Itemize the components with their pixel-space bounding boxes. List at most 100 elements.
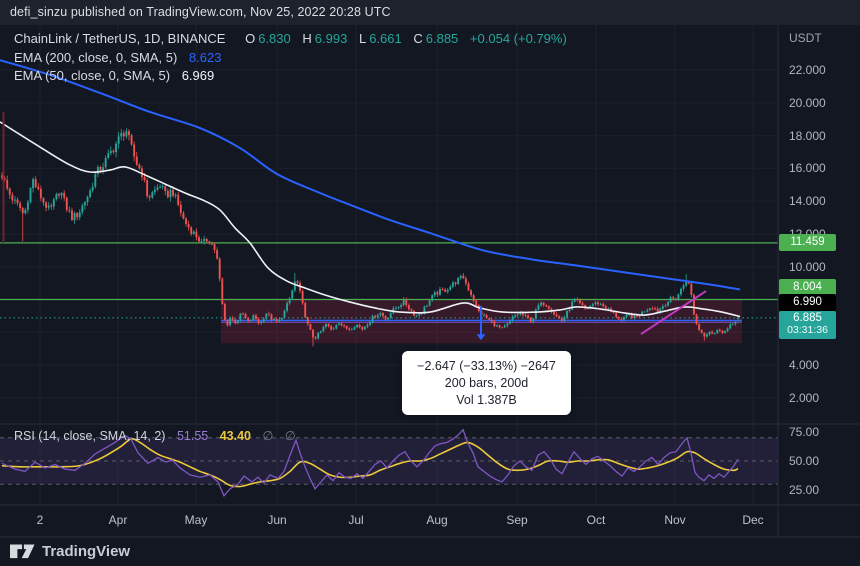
candle-body <box>529 317 532 322</box>
candle-body <box>109 150 112 154</box>
candle-body <box>379 312 382 316</box>
candle-body <box>45 202 48 208</box>
candle-body <box>630 314 633 319</box>
candle-body <box>1 175 3 178</box>
tradingview-logo[interactable]: TradingView <box>10 542 130 560</box>
candle-body <box>366 324 369 327</box>
candle-body <box>672 297 675 299</box>
price-tick-label: 14.000 <box>789 194 826 209</box>
candle-body <box>63 193 66 198</box>
candle-body <box>485 314 488 319</box>
candle-body <box>26 202 29 210</box>
candle-body <box>249 320 252 322</box>
candle-body <box>185 218 187 224</box>
candle-body <box>731 323 734 325</box>
candle-body <box>166 191 169 198</box>
candle-body <box>164 186 167 192</box>
time-tick-label: 2 <box>36 513 44 527</box>
candle-body <box>623 316 625 321</box>
candle-body <box>208 241 211 244</box>
legend-ema50-row[interactable]: EMA (50, close, 0, SMA, 5) 6.969 <box>14 68 214 84</box>
candle-body <box>358 324 361 328</box>
candle-body <box>200 241 203 243</box>
candle-body <box>638 315 641 317</box>
candle-body <box>50 205 53 207</box>
candle-body <box>234 319 237 324</box>
candle-body <box>324 323 327 327</box>
candle-body <box>467 283 470 291</box>
candle-body <box>498 325 501 328</box>
candle-body <box>400 305 403 307</box>
candle-body <box>654 308 657 310</box>
candle-body <box>205 238 208 242</box>
price-level-pill: 11.459 <box>779 233 836 251</box>
low-label: L <box>358 31 367 46</box>
candle-body <box>340 323 343 326</box>
candle-body <box>721 330 724 333</box>
candle-body <box>278 319 281 322</box>
candle-body <box>179 204 182 213</box>
candle-body <box>376 315 379 318</box>
candle-body <box>578 300 581 304</box>
candle-body <box>296 281 299 283</box>
candle-body <box>547 306 550 309</box>
legend-symbol-row[interactable]: ChainLink / TetherUS, 1D, BINANCE O 6.830… <box>14 31 567 47</box>
candle-body <box>133 144 136 157</box>
candle-body <box>656 308 659 312</box>
price-level-pill: 6.990 <box>779 293 836 311</box>
candle-body <box>32 179 35 189</box>
candle-body <box>291 290 294 299</box>
candle-body <box>350 329 353 331</box>
candle-body <box>428 300 431 306</box>
candle-body <box>8 188 11 195</box>
candle-body <box>690 283 693 295</box>
candle-body <box>506 323 509 326</box>
candle-body <box>78 212 81 218</box>
candle-body <box>573 298 576 302</box>
candle-body <box>516 314 519 316</box>
candle-body <box>104 158 107 168</box>
candle-body <box>239 313 242 321</box>
candle-body <box>301 290 304 304</box>
candle-body <box>483 314 485 316</box>
rsi-legend-row[interactable]: RSI (14, close, SMA, 14, 2) 51.55 43.40 … <box>14 428 296 443</box>
time-tick-label: Jul <box>348 513 364 527</box>
rsi-value: 51.55 <box>176 429 209 443</box>
candle-body <box>304 303 307 318</box>
time-tick-label: Apr <box>108 513 128 527</box>
rsi-line <box>1 428 739 498</box>
candle-body <box>21 208 24 214</box>
range-measure-tooltip: −2.647 (−33.13%) −2647 200 bars, 200d Vo… <box>402 351 571 415</box>
price-tick-label: 4.000 <box>789 358 820 373</box>
candle-body <box>643 311 646 313</box>
candle-body <box>172 189 174 196</box>
legend-ema200-row[interactable]: EMA (200, close, 0, SMA, 5) 8.623 <box>14 50 221 66</box>
candle-body <box>187 223 190 228</box>
candle-body <box>553 311 555 315</box>
candle-body <box>436 292 439 295</box>
candle-body <box>617 317 620 320</box>
candle-body <box>265 313 268 319</box>
candle-body <box>252 315 255 321</box>
main-pane <box>0 59 778 347</box>
purple-trendline <box>640 290 707 335</box>
candle-body <box>231 317 234 320</box>
measure-bars-line: 200 bars, 200d <box>444 376 529 390</box>
candle-body <box>462 275 465 279</box>
candle-body <box>475 300 478 306</box>
candle-body <box>433 292 436 296</box>
candle-body <box>81 205 84 213</box>
candle-body <box>361 327 364 330</box>
ema200-label: EMA (200, close, 0, SMA, 5) <box>14 50 178 65</box>
candle-body <box>257 318 260 324</box>
candle-body <box>319 331 322 333</box>
candle-body <box>708 331 711 335</box>
candle-body <box>457 278 460 285</box>
candle-body <box>470 290 473 296</box>
candle-body <box>591 304 594 306</box>
candle-body <box>685 281 688 286</box>
candle-body <box>449 286 452 290</box>
candle-body <box>148 196 151 198</box>
candle-body <box>288 298 291 304</box>
